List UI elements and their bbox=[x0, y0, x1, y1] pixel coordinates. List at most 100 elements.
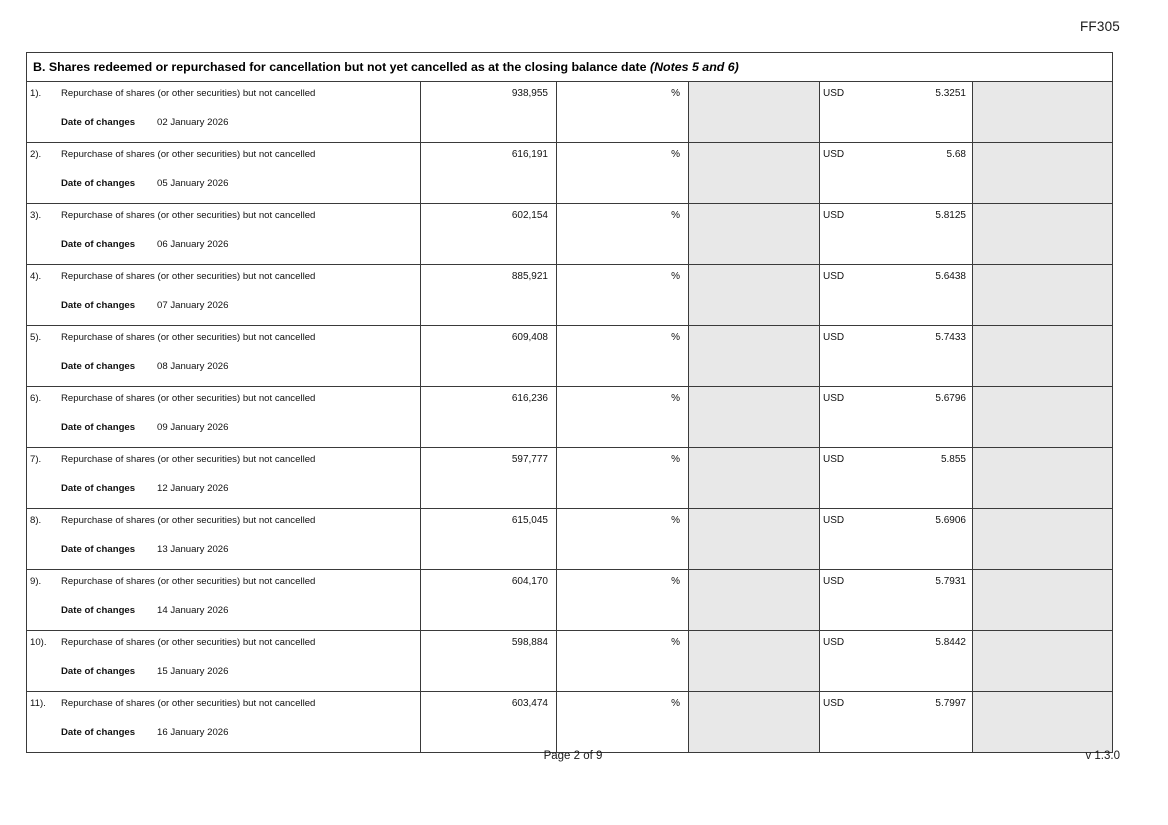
date-of-changes-value: 16 January 2026 bbox=[157, 727, 229, 738]
row-shaded-cell-right bbox=[971, 81, 1114, 143]
row-price-value: 5.855 bbox=[940, 454, 966, 465]
row-currency: USD bbox=[823, 149, 845, 160]
row-index: 5). bbox=[30, 332, 42, 343]
row-index: 10). bbox=[30, 637, 47, 648]
row-shaded-cell-left bbox=[688, 508, 820, 570]
row-currency: USD bbox=[823, 698, 845, 709]
row-percent-cell: % bbox=[556, 447, 689, 509]
row-price-value: 5.8125 bbox=[935, 210, 966, 221]
table-row: 4). Repurchase of shares (or other securi… bbox=[26, 264, 1114, 326]
date-of-changes-value: 09 January 2026 bbox=[157, 422, 229, 433]
row-description-cell: 8). Repurchase of shares (or other securi… bbox=[26, 508, 421, 570]
row-shaded-cell-left bbox=[688, 203, 820, 265]
row-currency: USD bbox=[823, 515, 845, 526]
row-price-cell: USD 5.68 bbox=[819, 142, 973, 204]
row-shaded-cell-left bbox=[688, 447, 820, 509]
row-description: Repurchase of shares (or other securitie… bbox=[61, 88, 316, 99]
section-title: B. Shares redeemed or repurchased for ca… bbox=[33, 60, 739, 74]
page-footer: Page 2 of 9 v 1.3.0 bbox=[26, 750, 1120, 770]
date-of-changes-label: Date of changes bbox=[61, 422, 136, 433]
row-description-cell: 6). Repurchase of shares (or other securi… bbox=[26, 386, 421, 448]
row-currency: USD bbox=[823, 332, 845, 343]
row-description: Repurchase of shares (or other securitie… bbox=[61, 698, 316, 709]
row-price-cell: USD 5.7997 bbox=[819, 691, 973, 753]
row-price-cell: USD 5.6438 bbox=[819, 264, 973, 326]
date-of-changes-value: 02 January 2026 bbox=[157, 117, 229, 128]
row-price-value: 5.3251 bbox=[935, 88, 966, 99]
row-index: 6). bbox=[30, 393, 42, 404]
row-currency: USD bbox=[823, 576, 845, 587]
row-currency: USD bbox=[823, 271, 845, 282]
row-shaded-cell-left bbox=[688, 630, 820, 692]
row-description-cell: 5). Repurchase of shares (or other securi… bbox=[26, 325, 421, 387]
date-of-changes-value: 15 January 2026 bbox=[157, 666, 229, 677]
row-description-cell: 2). Repurchase of shares (or other securi… bbox=[26, 142, 421, 204]
row-currency: USD bbox=[823, 88, 845, 99]
date-of-changes-value: 14 January 2026 bbox=[157, 605, 229, 616]
row-price-value: 5.6906 bbox=[935, 515, 966, 526]
row-price-cell: USD 5.7931 bbox=[819, 569, 973, 631]
row-price-cell: USD 5.7433 bbox=[819, 325, 973, 387]
row-currency: USD bbox=[823, 393, 845, 404]
row-quantity-cell: 885,921 bbox=[420, 264, 557, 326]
row-shaded-cell-right bbox=[971, 264, 1114, 326]
table-row: 6). Repurchase of shares (or other securi… bbox=[26, 386, 1114, 448]
row-description-cell: 9). Repurchase of shares (or other securi… bbox=[26, 569, 421, 631]
row-description: Repurchase of shares (or other securitie… bbox=[61, 393, 316, 404]
row-description-cell: 1). Repurchase of shares (or other securi… bbox=[26, 81, 421, 143]
row-shaded-cell-right bbox=[971, 386, 1114, 448]
date-of-changes-value: 13 January 2026 bbox=[157, 544, 229, 555]
table-row: 5). Repurchase of shares (or other securi… bbox=[26, 325, 1114, 387]
section-title-cell: B. Shares redeemed or repurchased for ca… bbox=[25, 52, 1114, 82]
section-title-row: B. Shares redeemed or repurchased for ca… bbox=[25, 52, 1114, 82]
row-index: 7). bbox=[30, 454, 42, 465]
row-currency: USD bbox=[823, 454, 845, 465]
table-row: 7). Repurchase of shares (or other securi… bbox=[26, 447, 1114, 509]
row-quantity-cell: 598,884 bbox=[420, 630, 557, 692]
date-of-changes-label: Date of changes bbox=[61, 300, 136, 311]
row-description: Repurchase of shares (or other securitie… bbox=[61, 637, 316, 648]
table-row: 9). Repurchase of shares (or other securi… bbox=[26, 569, 1114, 631]
row-price-value: 5.6796 bbox=[935, 393, 966, 404]
row-description: Repurchase of shares (or other securitie… bbox=[61, 576, 316, 587]
date-of-changes-value: 07 January 2026 bbox=[157, 300, 229, 311]
date-of-changes-label: Date of changes bbox=[61, 605, 136, 616]
row-price-cell: USD 5.855 bbox=[819, 447, 973, 509]
row-percent-cell: % bbox=[556, 508, 689, 570]
row-shaded-cell-left bbox=[688, 81, 820, 143]
date-of-changes-label: Date of changes bbox=[61, 727, 136, 738]
row-price-value: 5.68 bbox=[946, 149, 966, 160]
row-percent-cell: % bbox=[556, 325, 689, 387]
row-description-cell: 11). Repurchase of shares (or other secur… bbox=[26, 691, 421, 753]
row-price-cell: USD 5.6796 bbox=[819, 386, 973, 448]
row-percent-cell: % bbox=[556, 386, 689, 448]
row-shaded-cell-left bbox=[688, 569, 820, 631]
row-price-value: 5.6438 bbox=[935, 271, 966, 282]
section-title-note: (Notes 5 and 6) bbox=[649, 60, 739, 74]
form-code: FF305 bbox=[1079, 19, 1120, 34]
row-quantity-cell: 597,777 bbox=[420, 447, 557, 509]
row-price-cell: USD 5.8125 bbox=[819, 203, 973, 265]
page-header: FF305 bbox=[26, 18, 1120, 40]
row-shaded-cell-left bbox=[688, 386, 820, 448]
row-quantity-cell: 604,170 bbox=[420, 569, 557, 631]
footer-version: v 1.3.0 bbox=[1085, 750, 1120, 762]
row-shaded-cell-right bbox=[971, 691, 1114, 753]
row-description: Repurchase of shares (or other securitie… bbox=[61, 271, 316, 282]
row-shaded-cell-right bbox=[971, 325, 1114, 387]
row-percent-cell: % bbox=[556, 264, 689, 326]
date-of-changes-label: Date of changes bbox=[61, 117, 136, 128]
row-percent-cell: % bbox=[556, 691, 689, 753]
row-index: 1). bbox=[30, 88, 42, 99]
row-shaded-cell-left bbox=[688, 142, 820, 204]
row-shaded-cell-left bbox=[688, 691, 820, 753]
row-quantity-cell: 602,154 bbox=[420, 203, 557, 265]
row-percent-cell: % bbox=[556, 203, 689, 265]
table-row: 11). Repurchase of shares (or other secur… bbox=[26, 691, 1114, 753]
row-description-cell: 10). Repurchase of shares (or other secur… bbox=[26, 630, 421, 692]
row-price-value: 5.7931 bbox=[935, 576, 966, 587]
date-of-changes-label: Date of changes bbox=[61, 666, 136, 677]
date-of-changes-label: Date of changes bbox=[61, 544, 136, 555]
table-row: 2). Repurchase of shares (or other securi… bbox=[26, 142, 1114, 204]
date-of-changes-value: 12 January 2026 bbox=[157, 483, 229, 494]
